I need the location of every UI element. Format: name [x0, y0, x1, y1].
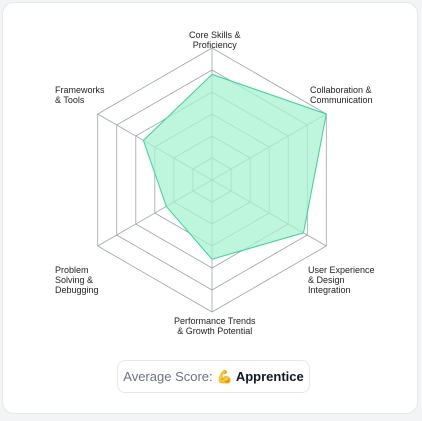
axis-label-collaboration: Collaboration & Communication — [310, 85, 373, 105]
axis-label-core-skills: Core Skills & Proficiency — [189, 30, 241, 50]
axis-label-problem-solving: Problem Solving & Debugging — [55, 265, 99, 295]
radar-chart-card: Core Skills & Proficiency Collaboration … — [2, 2, 418, 414]
radar-series-area — [143, 74, 326, 259]
average-score-level: Apprentice — [236, 369, 304, 384]
axis-label-frameworks: Frameworks & Tools — [55, 85, 105, 105]
axis-label-performance-trends: Performance Trends & Growth Potential — [174, 316, 256, 336]
radar-series — [143, 74, 326, 259]
axis-label-ux-design: User Experience & Design Integration — [308, 265, 375, 295]
average-score-badge: Average Score: 💪 Apprentice — [117, 360, 310, 393]
radar-chart — [3, 3, 422, 421]
average-score-label: Average Score: — [123, 369, 212, 384]
flexed-biceps-icon: 💪 — [217, 369, 233, 385]
